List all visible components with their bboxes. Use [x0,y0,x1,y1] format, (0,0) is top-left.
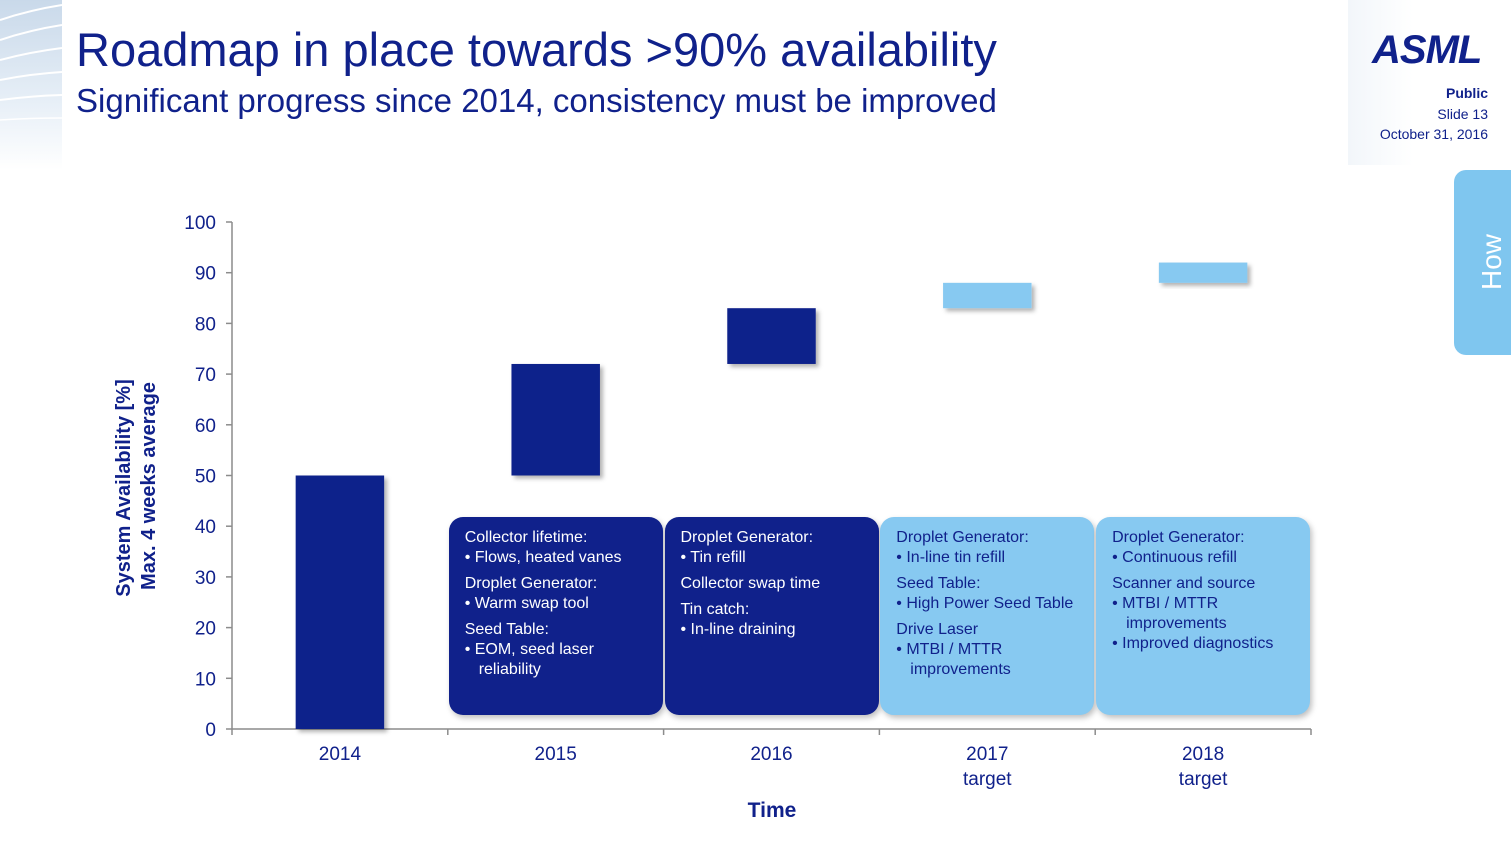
y-tick-label: 60 [195,416,216,437]
x-axis-label: Time [748,799,797,822]
bar-2018 [1158,262,1248,283]
annotation-heading: Seed Table: [464,621,549,638]
annotation-group: Droplet Generator: In-line tin refill [896,528,1084,568]
annotation-box-2017: Droplet Generator: In-line tin refill Seed… [880,517,1095,715]
annotation-group: Seed Table: EOM, seed laser reliability [465,620,653,680]
annotation-heading: Scanner and source [1112,575,1256,592]
x-tick-label: 2014 [319,744,362,765]
annotation-group: Collector lifetime: Flows, heated vanes [465,528,653,568]
corner-decoration [0,0,62,170]
header-right-strip [1348,0,1511,165]
y-tick-label: 50 [195,467,216,488]
y-tick-label: 0 [205,720,216,741]
y-tick-label: 70 [195,365,216,386]
annotation-bullet: Improved diagnostics [1112,634,1300,654]
y-tick-label: 10 [195,669,216,690]
annotation-group: Tin catch: In-line draining [681,600,869,640]
bar-2017 [943,282,1032,309]
annotation-group: Droplet Generator: Tin refill [681,528,869,568]
x-tick-label: 2018 [1182,744,1224,765]
annotation-box-2018: Droplet Generator: Continuous refill Scann… [1096,517,1311,715]
annotation-heading: Collector lifetime: [464,529,588,546]
slide-number: Slide 13 [1437,106,1488,122]
slide-title: Roadmap in place towards >90% availabili… [76,23,997,76]
y-axis-label-secondary: Max. 4 weeks average [138,382,160,590]
bar-2014 [295,475,385,729]
x-tick-label: 2015 [535,744,577,765]
annotation-bullet: In-line tin refill [896,548,1084,568]
y-tick-label: 20 [195,619,216,640]
y-tick-label: 80 [195,314,216,335]
annotation-bullet: Tin refill [681,548,869,568]
annotation-group: Droplet Generator: Continuous refill [1112,528,1300,568]
slide-subtitle: Significant progress since 2014, consist… [76,82,997,119]
y-tick-label: 40 [195,517,216,538]
annotation-heading: Droplet Generator: [896,529,1029,546]
annotation-box-2016: Droplet Generator: Tin refill Collector sw… [664,517,879,715]
annotation-bullet: Continuous refill [1112,548,1300,568]
annotation-group: Scanner and source MTBI / MTTR improvemen… [1112,574,1300,654]
annotation-heading: Drive Laser [896,621,979,638]
annotation-bullet: Flows, heated vanes [465,548,653,568]
y-tick-label: 30 [195,568,216,589]
y-axis-label: System Availability [%] [113,379,135,596]
x-tick-label: target [963,769,1012,790]
annotation-heading: Droplet Generator: [464,575,598,592]
annotation-bullet: MTBI / MTTR improvements [896,640,1084,680]
annotation-heading: Collector swap time [680,575,821,592]
x-tick-label: target [1179,769,1228,790]
x-tick-label: 2017 [966,744,1008,765]
annotation-bullet: EOM, seed laser reliability [465,640,653,680]
annotation-heading: Tin catch: [680,601,750,618]
y-tick-label: 100 [184,213,216,234]
y-tick-label: 90 [195,264,216,285]
slide-date: October 31, 2016 [1379,126,1488,142]
annotation-heading: Seed Table: [896,575,981,592]
bar-2015 [511,363,600,476]
section-tab-how[interactable]: How [1454,170,1511,355]
annotation-bullet: MTBI / MTTR improvements [1112,594,1300,634]
annotation-group: Collector swap time [681,574,869,594]
x-tick-label: 2016 [750,744,792,765]
annotation-heading: Droplet Generator: [1112,529,1245,546]
annotation-bullet: High Power Seed Table [896,594,1084,614]
annotation-box-2015: Collector lifetime: Flows, heated vanes Dr… [448,517,663,715]
classification-label: Public [1445,85,1488,101]
bar-2016 [727,308,816,364]
annotation-group: Drive Laser MTBI / MTTR improvements [896,620,1084,680]
annotation-bullet: Warm swap tool [465,594,653,614]
annotation-group: Seed Table: High Power Seed Table [896,574,1084,614]
annotation-heading: Droplet Generator: [680,529,814,546]
corner-lines-graphic [0,4,62,121]
annotation-group: Droplet Generator: Warm swap tool [465,574,653,614]
asml-logo: ASML [1372,28,1482,72]
annotation-bullet: In-line draining [681,620,869,640]
